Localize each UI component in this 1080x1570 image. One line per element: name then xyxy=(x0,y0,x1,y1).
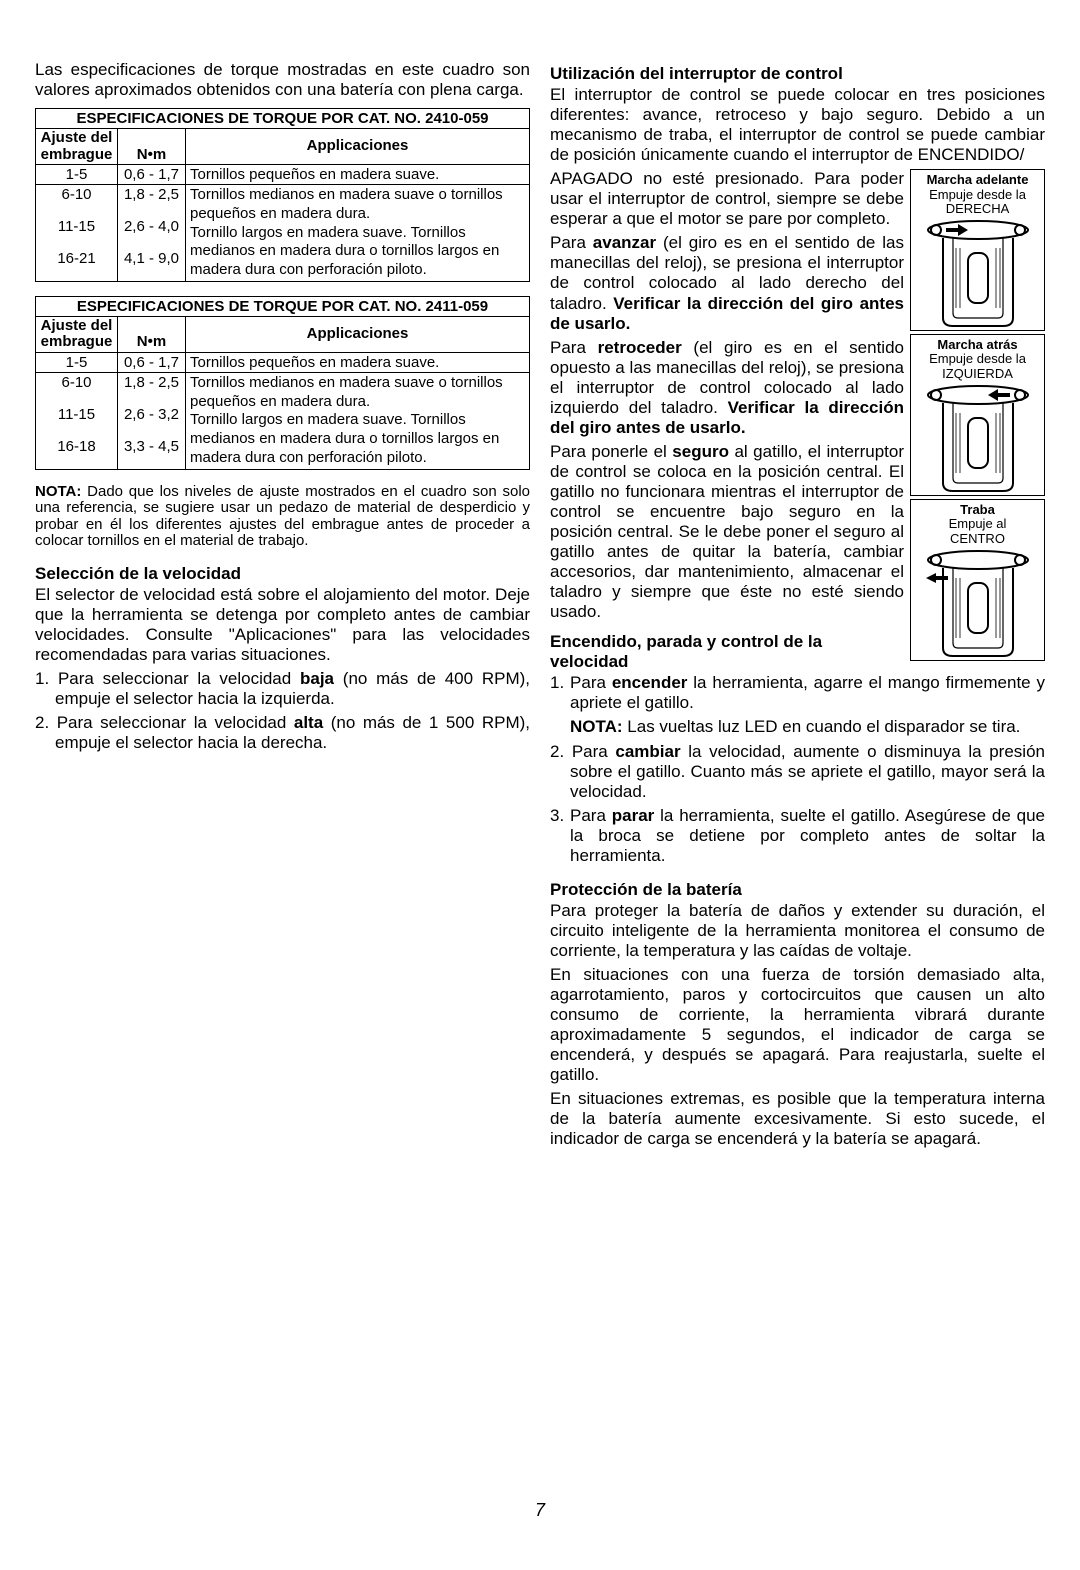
t1r2-clutch: 6-10 xyxy=(36,185,118,218)
figure-reverse: Marcha atrás Empuje desde la IZQUIERDA xyxy=(910,334,1045,496)
t2r1-desc: Tornillos pequeños en madera suave. xyxy=(186,352,530,372)
table2-hdr-nm: N•m xyxy=(118,316,186,352)
figure-stack: Marcha adelante Empuje desde la DERECHA xyxy=(910,169,1045,664)
table2-hdr-apps: Applicaciones xyxy=(186,316,530,352)
drill-forward-icon xyxy=(918,218,1038,328)
battery-heading: Protección de la batería xyxy=(550,880,1045,900)
control-p1: El interruptor de control se puede coloc… xyxy=(550,85,1045,165)
drill-lock-icon xyxy=(918,548,1038,658)
t2r2-clutch: 6-10 xyxy=(36,372,118,405)
t1r1-desc: Tornillos pequeños en madera suave. xyxy=(186,165,530,185)
right-column: Utilización del interruptor de control E… xyxy=(550,60,1045,1480)
battery-p3: En situaciones extremas, es posible que … xyxy=(550,1089,1045,1149)
t2r3-clutch: 11-15 xyxy=(36,405,118,437)
drill-reverse-icon xyxy=(918,383,1038,493)
enc-item-2: 2. Para cambiar la velocidad, aumente o … xyxy=(550,742,1045,802)
table2-hdr-clutch: Ajuste del embrague xyxy=(36,316,118,352)
table2-title: ESPECIFICACIONES DE TORQUE POR CAT. NO. … xyxy=(36,296,530,316)
t2r1-clutch: 1-5 xyxy=(36,352,118,372)
speed-item-2: 2. Para seleccionar la velocidad alta (n… xyxy=(35,713,530,753)
page-number: 7 xyxy=(35,1500,1045,1521)
table1-hdr-clutch: Ajuste del embrague xyxy=(36,129,118,165)
enc-item-1: 1. Para encender la herramienta, agarre … xyxy=(550,673,1045,713)
figure-forward: Marcha adelante Empuje desde la DERECHA xyxy=(910,169,1045,331)
t1r4-nm: 4,1 - 9,0 xyxy=(118,249,186,282)
t2-desc-merged: Tornillos medianos en madera suave o tor… xyxy=(186,372,530,469)
intro-text: Las especificaciones de torque mostradas… xyxy=(35,60,530,100)
torque-table-2411: ESPECIFICACIONES DE TORQUE POR CAT. NO. … xyxy=(35,296,530,470)
t2r2-nm: 1,8 - 2,5 xyxy=(118,372,186,405)
battery-p2: En situaciones con una fuerza de torsión… xyxy=(550,965,1045,1085)
torque-table-2410: ESPECIFICACIONES DE TORQUE POR CAT. NO. … xyxy=(35,108,530,282)
t1r3-nm: 2,6 - 4,0 xyxy=(118,217,186,249)
left-column: Las especificaciones de torque mostradas… xyxy=(35,60,530,1480)
t2r3-nm: 2,6 - 3,2 xyxy=(118,405,186,437)
table1-title: ESPECIFICACIONES DE TORQUE POR CAT. NO. … xyxy=(36,109,530,129)
t1r4-clutch: 16-21 xyxy=(36,249,118,282)
speed-para: El selector de velocidad está sobre el a… xyxy=(35,585,530,665)
table1-hdr-nm: N•m xyxy=(118,129,186,165)
control-heading: Utilización del interruptor de control xyxy=(550,64,1045,84)
figure-lock: Traba Empuje al CENTRO xyxy=(910,499,1045,661)
battery-p1: Para proteger la batería de daños y exte… xyxy=(550,901,1045,961)
page-columns: Las especificaciones de torque mostradas… xyxy=(35,60,1045,1480)
speed-heading: Selección de la velocidad xyxy=(35,564,530,584)
t2r1-nm: 0,6 - 1,7 xyxy=(118,352,186,372)
t1r1-nm: 0,6 - 1,7 xyxy=(118,165,186,185)
t1r1-clutch: 1-5 xyxy=(36,165,118,185)
enc-item-1-note: NOTA: Las vueltas luz LED en cuando el d… xyxy=(550,717,1045,737)
t1-desc-merged: Tornillos medianos en madera suave o tor… xyxy=(186,185,530,282)
enc-item-3: 3. Para parar la herramienta, suelte el … xyxy=(550,806,1045,866)
t2r4-nm: 3,3 - 4,5 xyxy=(118,437,186,470)
t1r2-nm: 1,8 - 2,5 xyxy=(118,185,186,218)
t1r3-clutch: 11-15 xyxy=(36,217,118,249)
t2r4-clutch: 16-18 xyxy=(36,437,118,470)
table1-hdr-apps: Applicaciones xyxy=(186,129,530,165)
note-text: NOTA: Dado que los niveles de ajuste mos… xyxy=(35,484,530,550)
speed-item-1: 1. Para seleccionar la velocidad baja (n… xyxy=(35,669,530,709)
